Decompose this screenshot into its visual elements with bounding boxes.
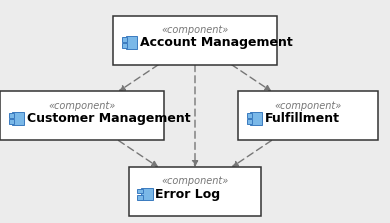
- Bar: [12, 112, 24, 125]
- Bar: [126, 36, 137, 49]
- Bar: [137, 195, 143, 200]
- Text: Fulfillment: Fulfillment: [264, 112, 339, 125]
- Bar: [246, 119, 252, 124]
- Bar: [9, 113, 14, 118]
- Text: Error Log: Error Log: [155, 188, 220, 201]
- Text: «component»: «component»: [275, 101, 342, 111]
- Text: Account Management: Account Management: [140, 36, 292, 49]
- Text: «component»: «component»: [48, 101, 115, 111]
- Bar: [250, 112, 262, 125]
- Bar: [113, 16, 277, 65]
- Bar: [122, 37, 127, 42]
- Bar: [129, 167, 261, 216]
- Bar: [141, 188, 153, 200]
- Text: Customer Management: Customer Management: [27, 112, 190, 125]
- Text: «component»: «component»: [161, 25, 229, 35]
- Bar: [246, 113, 252, 118]
- Bar: [9, 119, 14, 124]
- Bar: [137, 189, 143, 193]
- Bar: [0, 91, 164, 140]
- Text: «component»: «component»: [161, 176, 229, 186]
- Bar: [122, 43, 127, 48]
- Bar: [238, 91, 378, 140]
